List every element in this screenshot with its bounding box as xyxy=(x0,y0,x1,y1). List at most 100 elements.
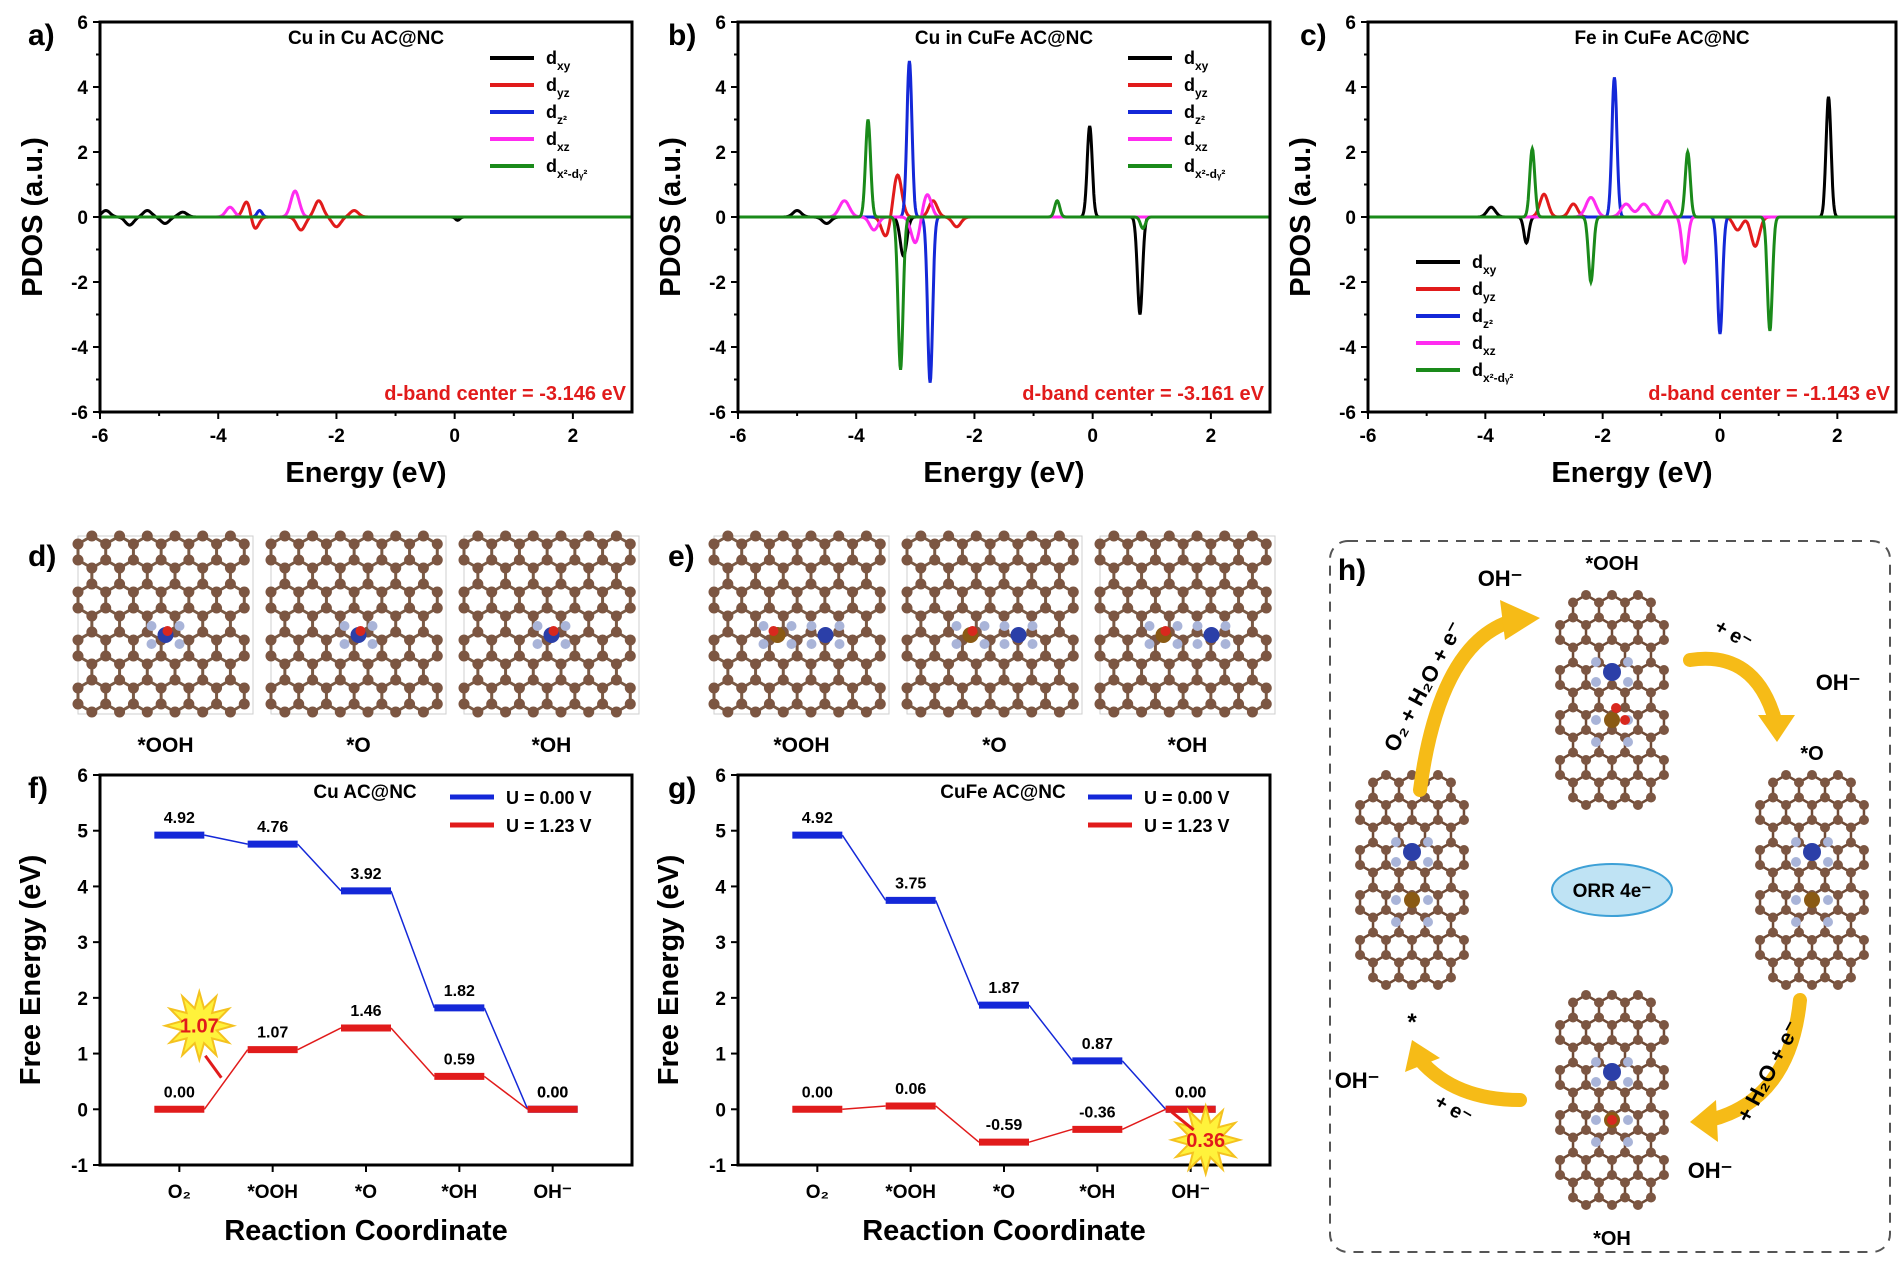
carbon-atom xyxy=(1781,770,1792,780)
panel-label-e: e) xyxy=(668,540,695,573)
nitrogen-atom xyxy=(1791,837,1801,847)
energy-value-label: 0.00 xyxy=(537,1084,568,1101)
carbon-atom xyxy=(805,578,817,590)
carbon-atom xyxy=(819,554,831,566)
carbon-atom xyxy=(736,586,748,598)
x-tick-label: -2 xyxy=(328,426,345,447)
carbon-atom xyxy=(569,698,581,710)
carbon-atom xyxy=(100,682,112,694)
nitrogen-atom xyxy=(1623,737,1633,747)
carbon-atom xyxy=(1012,650,1024,662)
carbon-atom xyxy=(1368,777,1379,788)
carbon-atom xyxy=(1555,725,1566,735)
carbon-atom xyxy=(1632,1200,1643,1210)
carbon-atom xyxy=(1658,680,1669,690)
carbon-atom xyxy=(569,602,581,614)
step-connector xyxy=(390,890,436,1009)
carbon-atom xyxy=(211,554,223,566)
nitrogen-atom xyxy=(1192,621,1203,631)
nitrogen-atom xyxy=(999,639,1010,649)
carbon-atom xyxy=(238,682,250,694)
y-tick-label: -6 xyxy=(709,403,726,424)
carbon-atom xyxy=(417,706,429,718)
carbon-atom xyxy=(500,530,512,542)
carbon-atom xyxy=(555,706,567,718)
carbon-atom xyxy=(1149,538,1161,550)
highlight-value: 1.07 xyxy=(180,1016,219,1038)
carbon-atom xyxy=(1581,1035,1592,1045)
panel-label-d: d) xyxy=(28,540,56,573)
carbon-atom xyxy=(1858,890,1869,900)
carbon-atom xyxy=(141,610,153,622)
carbon-atom xyxy=(513,682,525,694)
carbon-atom xyxy=(1419,957,1430,968)
carbon-atom xyxy=(1394,972,1405,983)
x-tick-label: -6 xyxy=(92,426,109,447)
carbon-atom xyxy=(736,650,748,662)
carbon-atom xyxy=(472,658,484,670)
carbon-atom xyxy=(417,610,429,622)
carbon-atom xyxy=(1781,845,1792,855)
carbon-atom xyxy=(513,698,525,710)
carbon-atom xyxy=(1768,867,1779,878)
carbon-atom xyxy=(1381,800,1392,810)
carbon-atom xyxy=(1191,562,1203,574)
carbon-atom xyxy=(293,602,305,614)
carbon-atom xyxy=(114,562,126,574)
carbon-atom xyxy=(320,682,332,694)
carbon-atom xyxy=(404,554,416,566)
carbon-atom xyxy=(1645,1012,1656,1023)
category-label: *OH xyxy=(1079,1182,1115,1203)
nitrogen-atom xyxy=(786,639,797,649)
carbon-atom xyxy=(1568,642,1579,653)
carbon-atom xyxy=(348,650,360,662)
carbon-atom xyxy=(1067,538,1079,550)
carbon-atom xyxy=(984,554,996,566)
carbon-atom xyxy=(155,698,167,710)
carbon-atom xyxy=(458,602,470,614)
carbon-atom xyxy=(1260,602,1272,614)
nitrogen-atom xyxy=(1823,837,1833,847)
y-tick-label: 2 xyxy=(77,143,88,164)
x-tick-label: 0 xyxy=(1715,426,1726,447)
carbon-atom xyxy=(610,658,622,670)
carbon-atom xyxy=(555,674,567,686)
carbon-atom xyxy=(1177,554,1189,566)
carbon-atom xyxy=(1607,1155,1617,1165)
nitrogen-atom xyxy=(1591,737,1601,747)
carbon-atom xyxy=(929,586,941,598)
carbon-atom xyxy=(1858,860,1869,870)
x-tick-label: 0 xyxy=(449,426,460,447)
carbon-atom xyxy=(929,682,941,694)
carbon-atom xyxy=(1755,860,1766,870)
carbon-atom xyxy=(1355,800,1366,810)
carbon-atom xyxy=(279,578,291,590)
carbon-atom xyxy=(486,650,498,662)
oh-release-label: OH⁻ xyxy=(1688,1158,1733,1183)
carbon-atom xyxy=(943,530,955,542)
carbon-atom xyxy=(1355,950,1366,960)
cu-atom xyxy=(1403,843,1421,861)
nitrogen-atom xyxy=(806,621,817,631)
carbon-atom xyxy=(1067,682,1079,694)
fe-atom xyxy=(1604,712,1620,728)
carbon-atom xyxy=(1645,1087,1656,1098)
carbon-atom xyxy=(1607,1020,1617,1030)
carbon-atom xyxy=(1394,867,1405,878)
y-tick-label: -6 xyxy=(71,403,88,424)
carbon-atom xyxy=(376,538,388,550)
cell-frame xyxy=(906,535,1083,715)
nitrogen-atom xyxy=(1591,657,1601,667)
carbon-atom xyxy=(1658,1110,1669,1120)
carbon-atom xyxy=(777,530,789,542)
carbon-atom xyxy=(1381,935,1392,945)
carbon-atom xyxy=(1445,822,1456,833)
carbon-atom xyxy=(956,698,968,710)
carbon-atom xyxy=(597,634,609,646)
carbon-atom xyxy=(1555,1110,1566,1120)
carbon-atom xyxy=(763,554,775,566)
carbon-atom xyxy=(348,554,360,566)
carbon-atom xyxy=(527,562,539,574)
carbon-atom xyxy=(1163,706,1175,718)
carbon-atom xyxy=(1581,800,1592,810)
